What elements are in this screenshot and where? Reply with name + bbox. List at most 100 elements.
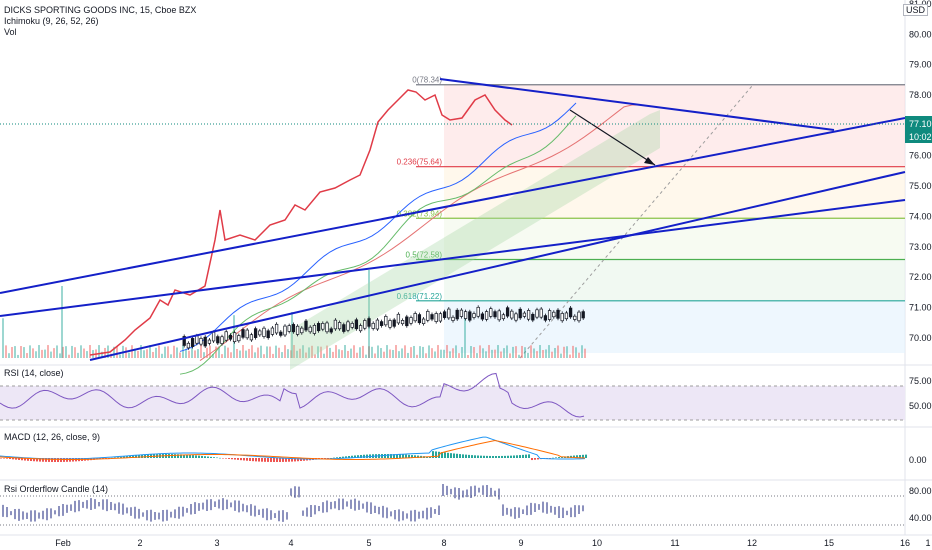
fibonacci-levels[interactable]: 0(78.34) 0.236(75.64) 0.382(73.94) 0.5(72.5… [397, 76, 905, 302]
candle-body [220, 336, 224, 344]
symbol-title[interactable]: DICKS SPORTING GOODS INC, 15, Cboe BZX [4, 5, 197, 15]
macd-bar [15, 458, 17, 460]
volume-bar [446, 345, 448, 358]
macd-bar [342, 456, 344, 458]
candle-body [434, 313, 438, 322]
candle-body [556, 309, 560, 319]
price-tick: 74.00 [909, 211, 932, 221]
macd-bar [393, 454, 395, 458]
macd-bar [21, 458, 23, 461]
macd-bar [447, 452, 449, 458]
macd-bar [204, 456, 206, 458]
macd-bar [198, 455, 200, 458]
fib-level-label: 0.382(73.94) [397, 209, 443, 218]
volume-bar [212, 354, 214, 358]
volume-bar [479, 345, 481, 358]
volume-legend[interactable]: Vol [4, 27, 17, 37]
volume-bar [530, 345, 532, 358]
volume-bar [215, 346, 217, 358]
macd-bar [42, 458, 44, 462]
volume-bar [380, 348, 382, 358]
macd-bar [294, 458, 296, 462]
volume-bar [581, 345, 583, 358]
trendline-upper-channel[interactable] [0, 117, 906, 294]
volume-bar [548, 345, 550, 358]
candle-body [547, 310, 552, 320]
macd-title[interactable]: MACD (12, 26, close, 9) [4, 432, 101, 442]
macd-bar [453, 453, 455, 458]
volume-bar [407, 352, 409, 358]
macd-bar [414, 455, 416, 458]
macd-bar [582, 454, 584, 458]
trendlines[interactable] [0, 78, 906, 361]
volume-bar [20, 346, 22, 358]
volume-bar [131, 345, 133, 358]
volume-bar [38, 345, 40, 358]
volume-bar [188, 350, 190, 358]
volume-bar [389, 349, 391, 358]
volume-bar [161, 353, 163, 358]
volume-bar [185, 348, 187, 358]
currency-badge[interactable]: USD [902, 4, 928, 16]
volume-bar [143, 350, 145, 358]
trendline-lower-channel[interactable] [0, 199, 906, 317]
macd-bar [480, 455, 482, 458]
macd-bar [411, 455, 413, 458]
volume-bar [113, 346, 115, 358]
volume-bar [311, 345, 313, 358]
ichimoku-legend[interactable]: Ichimoku (9, 26, 52, 26) [4, 16, 99, 26]
volume-bar [61, 286, 63, 358]
rsi-title[interactable]: RSI (14, close) [4, 368, 64, 378]
volume-bar [299, 348, 301, 358]
price-tick: 72.00 [909, 272, 932, 282]
volume-bar [254, 352, 256, 358]
macd-bar [114, 457, 116, 459]
macd-bar [516, 455, 518, 458]
volume-bar [272, 353, 274, 358]
time-tick: 1 [925, 538, 930, 548]
volume-bar [404, 345, 406, 358]
macd-bar [9, 458, 11, 460]
time-axis[interactable]: Feb 2 3 4 5 8 9 10 11 12 15 16 1 [55, 538, 930, 548]
volume-bar [140, 345, 142, 358]
volume-bar [23, 347, 25, 358]
macd-bar [261, 458, 263, 462]
volume-bar [482, 348, 484, 358]
volume-bar [383, 351, 385, 358]
candle-body [459, 309, 464, 317]
candle-body [400, 320, 405, 325]
candle-body [207, 339, 212, 344]
macd-bar [258, 458, 260, 462]
candle-body [270, 327, 275, 335]
volume-bar [206, 347, 208, 358]
volume-bar [365, 354, 367, 358]
candle-body [287, 325, 291, 332]
volume-bar [512, 346, 514, 358]
volume-bar [554, 347, 556, 358]
volume-bar [335, 345, 337, 358]
macd-bar [561, 456, 563, 458]
candle-body [463, 311, 468, 319]
orderflow-title[interactable]: Rsi Orderflow Candle (14) [4, 484, 109, 494]
candle-body [195, 335, 199, 344]
volume-bar [329, 347, 331, 358]
volume-bar [353, 345, 355, 358]
volume-bar [545, 349, 547, 358]
volume-bar [356, 352, 358, 358]
trendline-rising-support[interactable] [89, 171, 906, 361]
time-tick: 10 [592, 538, 602, 548]
candle-body [405, 316, 409, 327]
price-axis[interactable]: 81.0080.0079.0078.0077.0076.0075.0074.00… [909, 0, 932, 343]
volume-bar [191, 345, 193, 358]
volume-bar [455, 345, 457, 358]
forecast-arrow[interactable] [569, 109, 656, 166]
volume-bar [17, 354, 19, 358]
macd-bar [396, 454, 398, 458]
macd-bar [534, 458, 536, 460]
volume-bar [98, 345, 100, 358]
orderflow-tick-40: 40.00 [909, 513, 932, 523]
macd-bar [192, 455, 194, 458]
trendline-descending-resistance[interactable] [439, 78, 835, 131]
candle-body [501, 314, 506, 320]
